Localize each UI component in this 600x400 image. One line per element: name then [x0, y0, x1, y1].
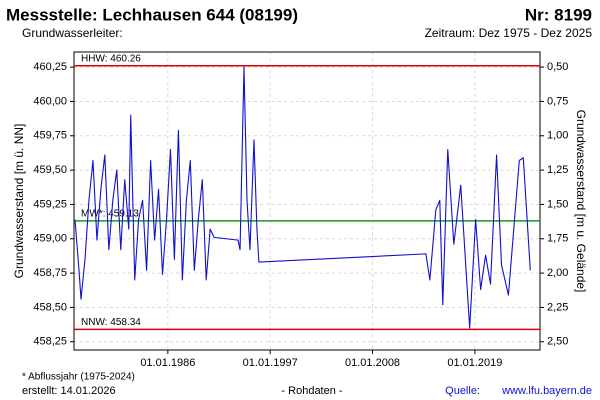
x-tick-label: 01.01.1997 [243, 357, 298, 369]
source-link[interactable]: www.lfu.bayern.de [501, 385, 592, 397]
y-tick-label: 460,25 [33, 61, 67, 73]
y2-tick-label: 0,75 [547, 95, 568, 107]
source-label: Quelle: [445, 385, 480, 397]
y2-tick-label: 0,50 [547, 61, 568, 73]
y-tick-label: 459,00 [33, 233, 67, 245]
y2-tick-label: 1,00 [547, 130, 568, 142]
reference-label: MW*: 459.13 [81, 209, 139, 220]
y2-tick-label: 1,50 [547, 198, 568, 210]
y-tick-label: 458,50 [33, 301, 67, 313]
y-tick-label: 459,25 [33, 198, 67, 210]
x-tick-label: 01.01.2019 [447, 357, 502, 369]
y-tick-label: 459,75 [33, 130, 67, 142]
plot-area: 458,25 458,50 458,75 459,00 459,25 459,50 459,… [33, 51, 568, 369]
y2-tick-label: 2,00 [547, 267, 568, 279]
period: Zeitraum: Dez 1975 - Dez 2025 [425, 26, 593, 40]
reference-label: NNW: 458.34 [81, 317, 141, 328]
data-note: - Rohdaten - [281, 385, 342, 397]
created-date: erstellt: 14.01.2026 [22, 385, 116, 397]
y2-axis-title: Grundwasserstand [m u. Gelände] [574, 110, 588, 293]
y2-tick-label: 1,75 [547, 233, 568, 245]
y-tick-label: 458,75 [33, 267, 67, 279]
footnote: * Abflussjahr (1975-2024) [22, 372, 135, 383]
chart-title: Messstelle: Lechhausen 644 (08199) [6, 5, 298, 24]
subtitle: Grundwasserleiter: [22, 26, 123, 40]
y-tick-label: 460,00 [33, 95, 67, 107]
y-tick-label: 458,25 [33, 336, 67, 348]
x-tick-label: 01.01.2008 [345, 357, 400, 369]
y2-tick-label: 1,25 [547, 164, 568, 176]
y-axis-title: Grundwasserstand [m ü. NN] [12, 124, 26, 279]
y2-tick-label: 2,50 [547, 336, 568, 348]
y2-tick-label: 2,25 [547, 301, 568, 313]
y-tick-label: 459,50 [33, 164, 67, 176]
station-number: Nr: 8199 [525, 5, 592, 24]
data-line [74, 66, 531, 329]
reference-label: HHW: 460.26 [81, 53, 141, 64]
plot-frame [73, 51, 541, 351]
x-tick-label: 01.01.1986 [140, 357, 195, 369]
